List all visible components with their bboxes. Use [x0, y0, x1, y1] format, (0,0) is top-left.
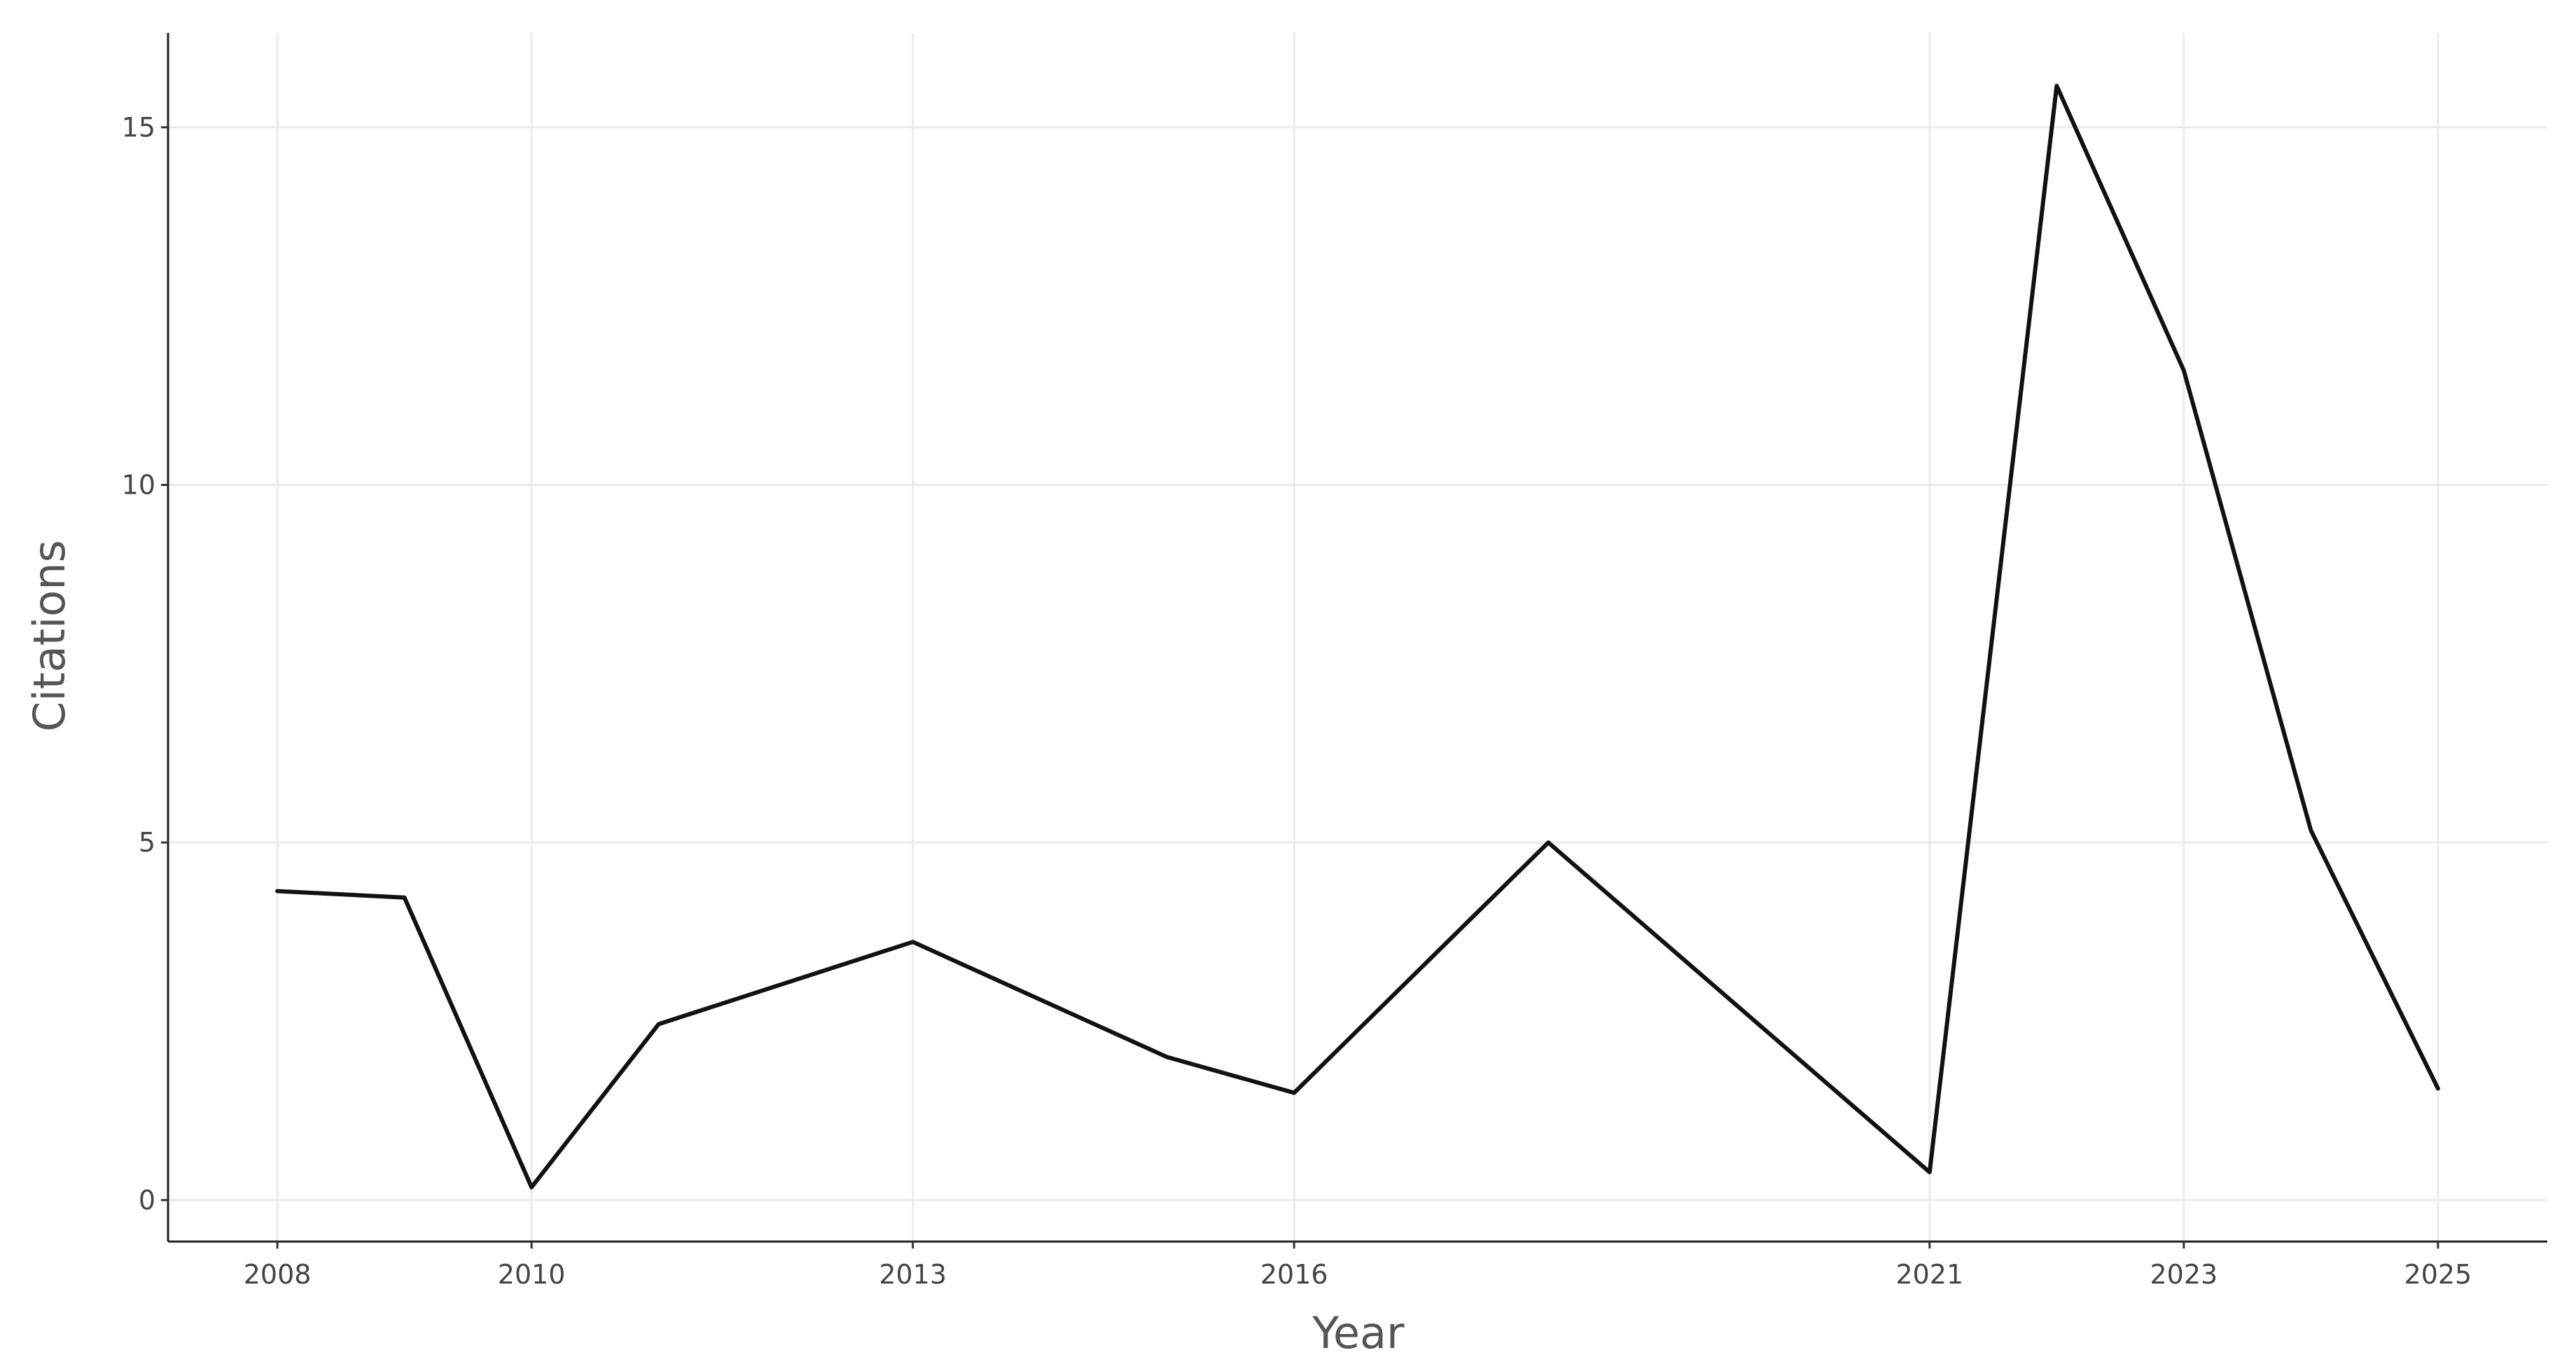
y-tick-label: 5	[139, 827, 155, 858]
y-tick-label: 0	[139, 1185, 155, 1216]
x-tick-label: 2021	[1895, 1259, 1963, 1290]
x-tick-label: 2010	[498, 1259, 566, 1290]
x-tick-label: 2023	[2150, 1259, 2218, 1290]
y-tick-label: 10	[122, 469, 155, 500]
grid	[168, 33, 2547, 1242]
x-axis-title: Year	[1311, 1307, 1405, 1358]
data-line	[275, 83, 2440, 1190]
marks	[275, 83, 2440, 1190]
x-tick-label: 2008	[244, 1259, 312, 1290]
y-axis-title: Citations	[24, 540, 75, 732]
x-tick-label: 2025	[2404, 1259, 2472, 1290]
y-tick-label: 15	[122, 112, 155, 143]
x-tick-label: 2016	[1260, 1259, 1328, 1290]
x-tick-label: 2013	[879, 1259, 947, 1290]
